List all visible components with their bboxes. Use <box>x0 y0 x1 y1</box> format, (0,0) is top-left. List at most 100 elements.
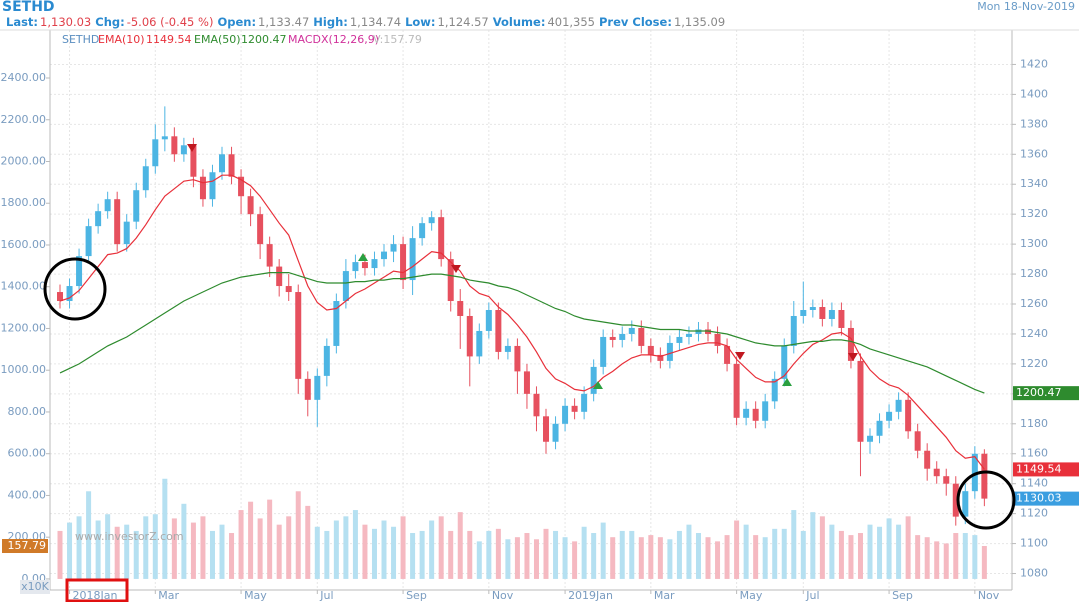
candle-body <box>304 378 311 400</box>
value-tag <box>1013 491 1079 506</box>
volume-bar <box>705 537 711 579</box>
quote-value: 1,133.47 <box>258 15 310 29</box>
buy-signal <box>358 253 368 261</box>
volume-bar <box>533 539 539 579</box>
quote-label: High: <box>313 15 348 29</box>
volume-bar <box>572 541 578 579</box>
quote-value: -5.06 (-0.45 %) <box>126 15 214 29</box>
volume-bar <box>648 535 654 579</box>
volume-bar <box>791 510 797 579</box>
candle-body <box>266 244 273 267</box>
volume-bar <box>143 516 149 579</box>
y-tick-label: 1240 <box>1020 327 1048 340</box>
candle-body <box>390 244 397 252</box>
volume-bar <box>114 526 120 579</box>
y-tick-label: 1420 <box>1020 57 1048 70</box>
candle-body <box>581 393 588 412</box>
candle-body <box>638 327 645 346</box>
x-tick-label: Jul <box>805 589 819 602</box>
quote-value: 1,134.74 <box>349 15 402 29</box>
candle-body <box>209 172 216 200</box>
quote-label: Low: <box>405 15 436 29</box>
volume-bar <box>562 537 568 579</box>
volume-bar <box>934 541 940 579</box>
volume-bar <box>610 537 616 579</box>
candle-body <box>323 345 330 376</box>
candle-body <box>76 256 83 287</box>
volume-bar <box>981 546 987 579</box>
sell-signal <box>187 144 197 152</box>
volume-bar <box>915 535 921 579</box>
volume-bar <box>457 512 463 579</box>
x-tick-label: Mar <box>158 589 179 602</box>
volume-bar <box>762 537 768 579</box>
volume-bar <box>810 512 816 579</box>
y-tick-label: 1280 <box>1020 267 1048 280</box>
y2-tick-label: 600.00 <box>8 447 47 460</box>
candle-body <box>523 371 530 394</box>
candle-body <box>743 408 750 418</box>
candle-body <box>724 345 731 364</box>
candle-body <box>180 145 187 155</box>
candle-body <box>695 329 702 334</box>
candle-body <box>876 420 883 436</box>
y-tick-label: 1360 <box>1020 147 1048 160</box>
volume-bar <box>638 537 644 579</box>
candle-body <box>952 483 959 517</box>
buy-signal <box>782 378 792 386</box>
quote-label: Volume: <box>492 15 546 29</box>
candle-body <box>771 378 778 402</box>
volume-bar <box>429 520 435 579</box>
x-tick-label: Mar <box>654 589 675 602</box>
volume-bar <box>209 530 215 579</box>
date: Mon 18-Nov-2019 <box>977 0 1075 13</box>
candle-body <box>685 333 692 337</box>
candle-body <box>714 333 721 346</box>
volume-bar <box>190 522 196 579</box>
volume-bar <box>305 505 311 579</box>
y2-tick-label: 400.00 <box>8 488 47 501</box>
volume-bar <box>438 516 444 579</box>
candle-body <box>657 354 664 361</box>
volume-bar <box>362 524 368 579</box>
y-tick-label: 1340 <box>1020 177 1048 190</box>
volume-bar <box>543 528 549 579</box>
volume-bar <box>848 535 854 579</box>
volume-bar <box>695 533 701 579</box>
volume-bar <box>924 537 930 579</box>
volume-bar <box>86 491 92 579</box>
volume-bar <box>181 503 187 579</box>
volume-tag <box>2 539 48 554</box>
candle-body <box>419 223 426 239</box>
volume-bar <box>495 528 501 579</box>
volume-bar <box>324 530 330 579</box>
volume-bar <box>267 499 273 579</box>
y2-tick-label: 1400.00 <box>1 280 47 293</box>
candle-body <box>809 307 816 310</box>
candle-body <box>409 238 416 281</box>
quote-label: Last: <box>6 15 39 29</box>
candle-body <box>752 408 759 421</box>
x-tick-label: 2018Jan <box>73 589 118 602</box>
sell-signal <box>735 352 745 360</box>
y-tick-label: 1260 <box>1020 297 1048 310</box>
candle-body <box>800 310 807 316</box>
candle-body <box>66 286 73 302</box>
value-tag-label: 1200.47 <box>1016 386 1062 399</box>
y-tick-label: 1400 <box>1020 87 1048 100</box>
candle-body <box>190 145 197 177</box>
candle-body <box>371 259 378 269</box>
volume-bar <box>162 478 168 579</box>
x-tick-label: Sep <box>892 589 913 602</box>
candle-body <box>152 139 159 167</box>
buy-signal <box>593 381 603 389</box>
candle-body <box>95 211 102 227</box>
volume-bar <box>819 516 825 579</box>
volume-bar <box>276 524 282 579</box>
volume-bar <box>343 516 349 579</box>
candle-body <box>857 360 864 442</box>
candle-body <box>247 196 254 215</box>
candle-body <box>590 366 597 394</box>
candle-body <box>361 262 368 269</box>
quote-value: 1,135.09 <box>673 15 726 29</box>
